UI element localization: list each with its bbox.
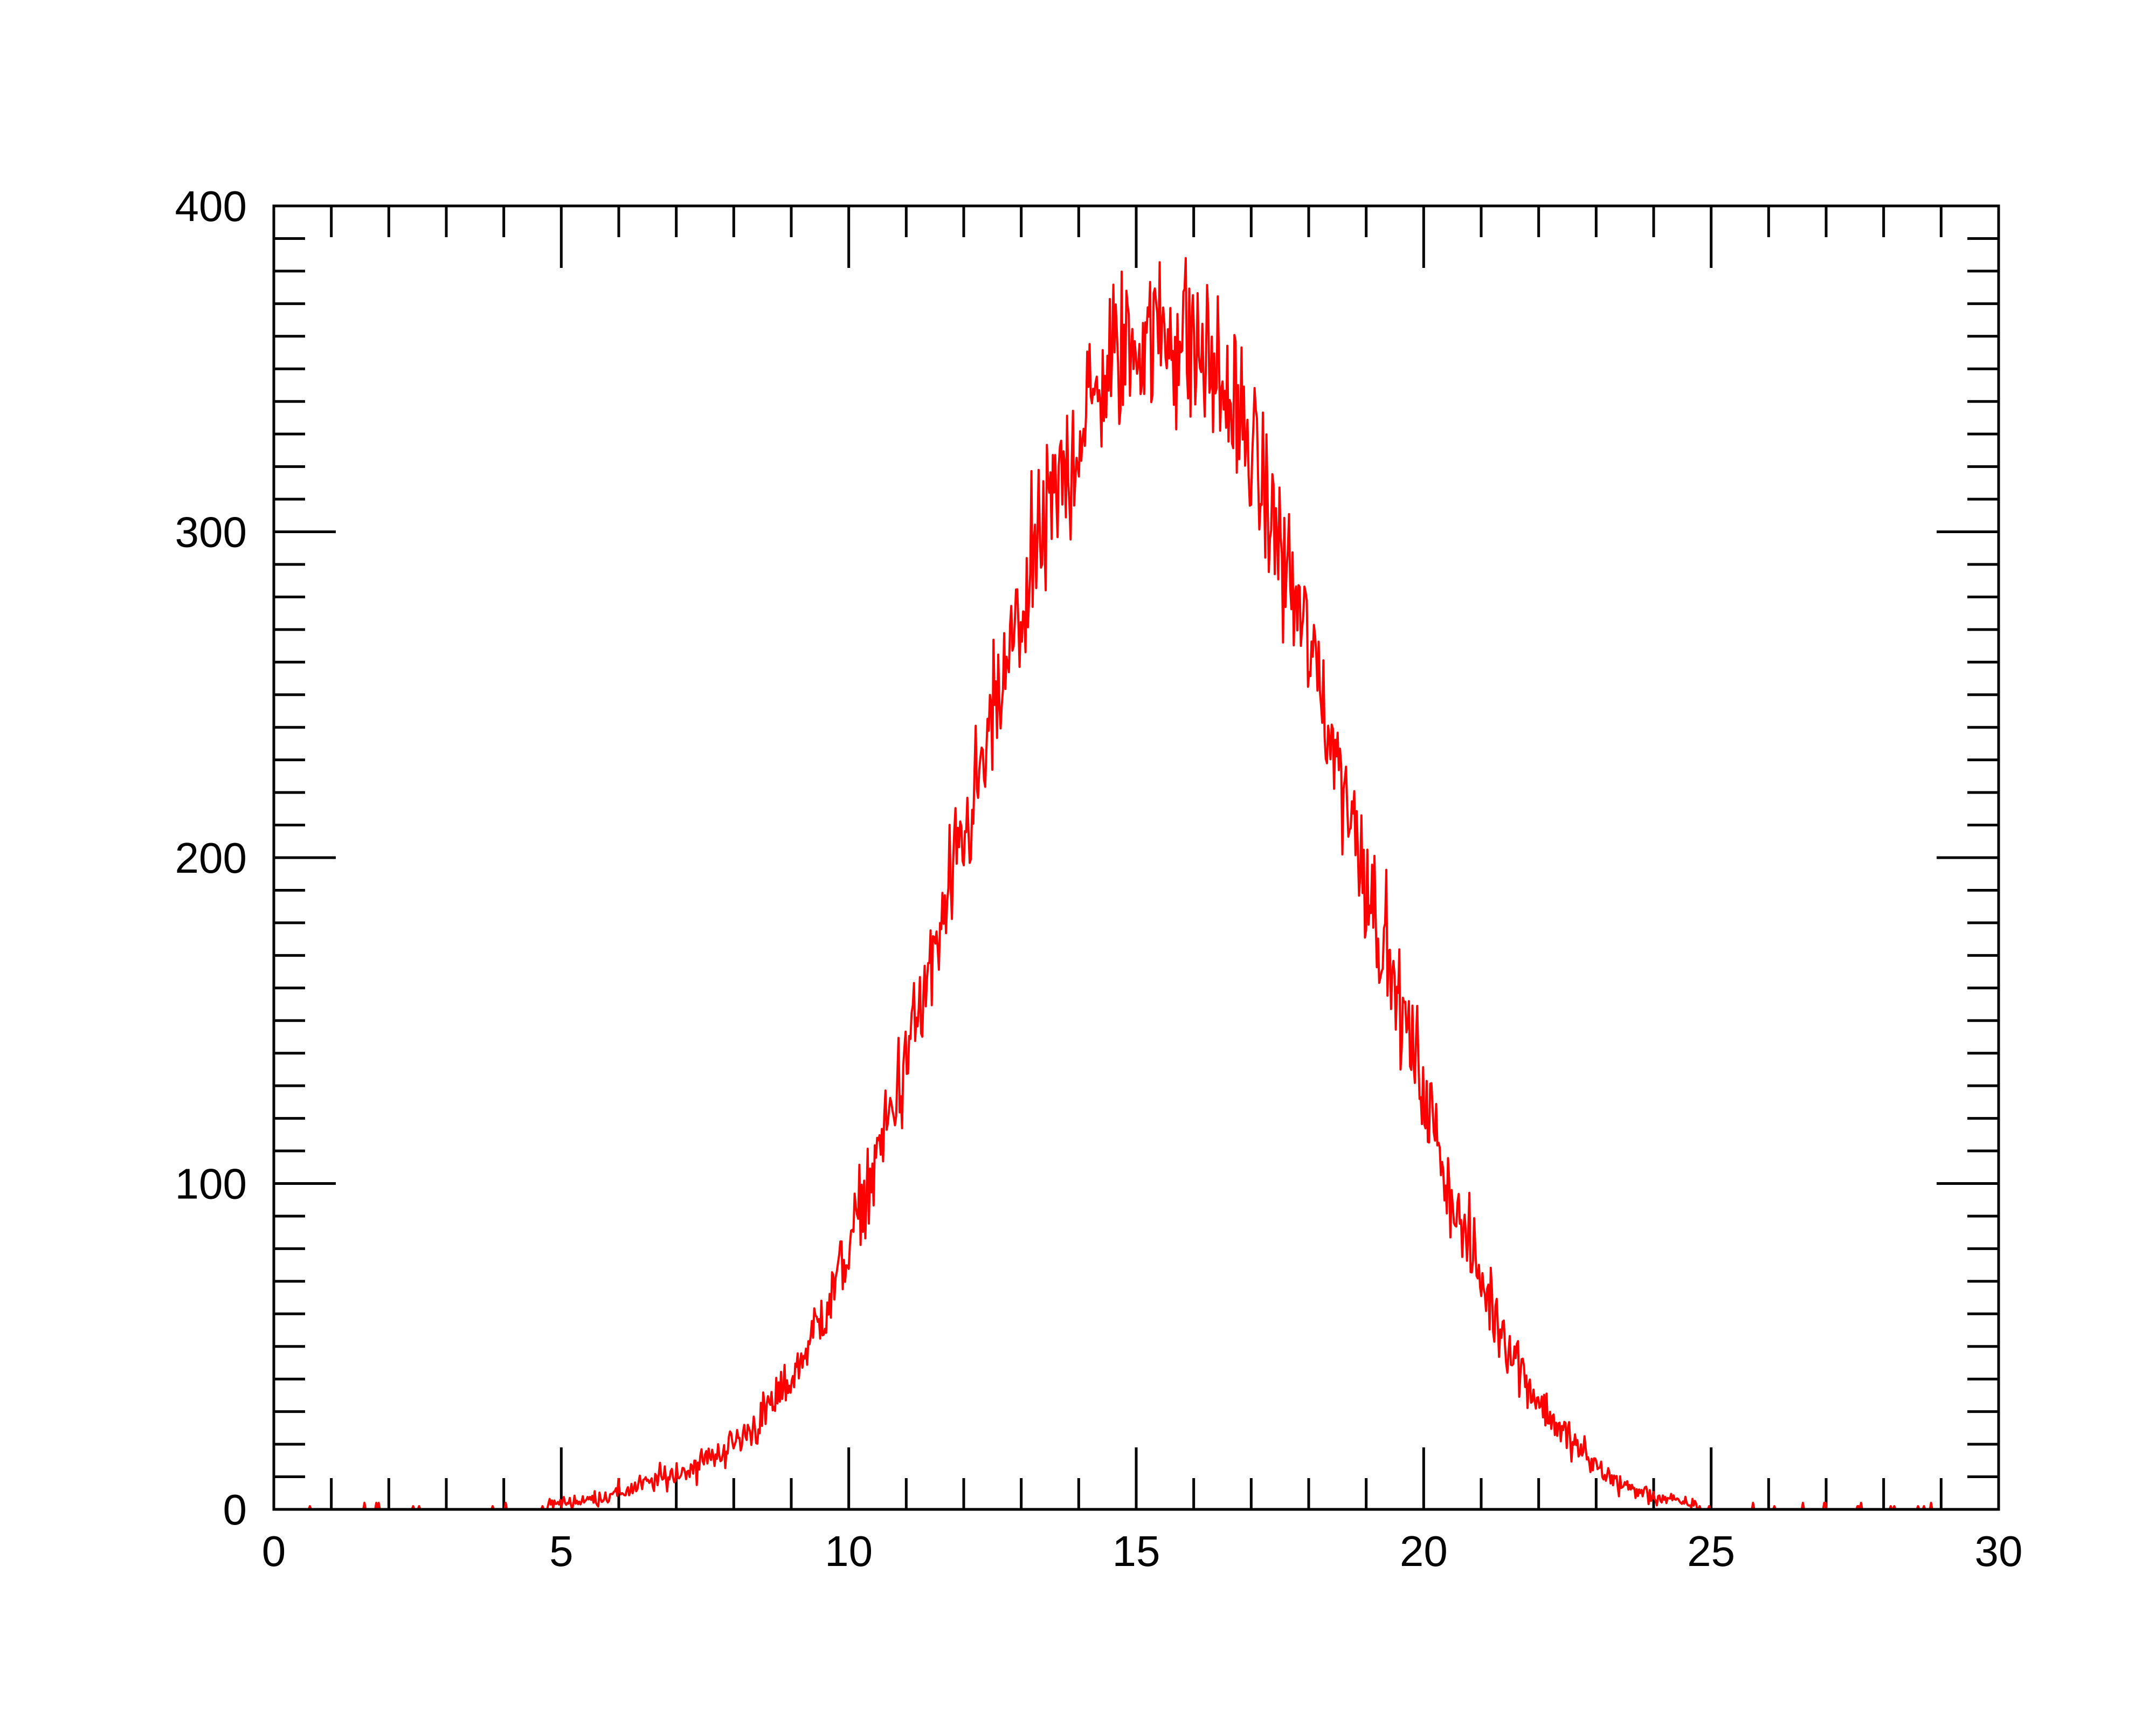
y-tick-label: 400 <box>175 182 247 230</box>
y-tick-label: 100 <box>175 1160 247 1208</box>
y-tick-label: 300 <box>175 508 247 556</box>
x-tick-label: 25 <box>1687 1527 1735 1575</box>
x-tick-label: 5 <box>549 1527 573 1575</box>
x-tick-label: 10 <box>825 1527 873 1575</box>
x-tick-label: 20 <box>1400 1527 1448 1575</box>
series-line <box>296 257 1959 1510</box>
x-tick-label: 0 <box>262 1527 286 1575</box>
y-tick-label: 200 <box>175 834 247 882</box>
x-tick-label: 15 <box>1112 1527 1160 1575</box>
x-tick-label: 30 <box>1975 1527 2023 1575</box>
y-tick-label: 0 <box>223 1486 247 1534</box>
axis-ticks <box>274 206 1999 1509</box>
plot-frame <box>272 204 2000 1511</box>
